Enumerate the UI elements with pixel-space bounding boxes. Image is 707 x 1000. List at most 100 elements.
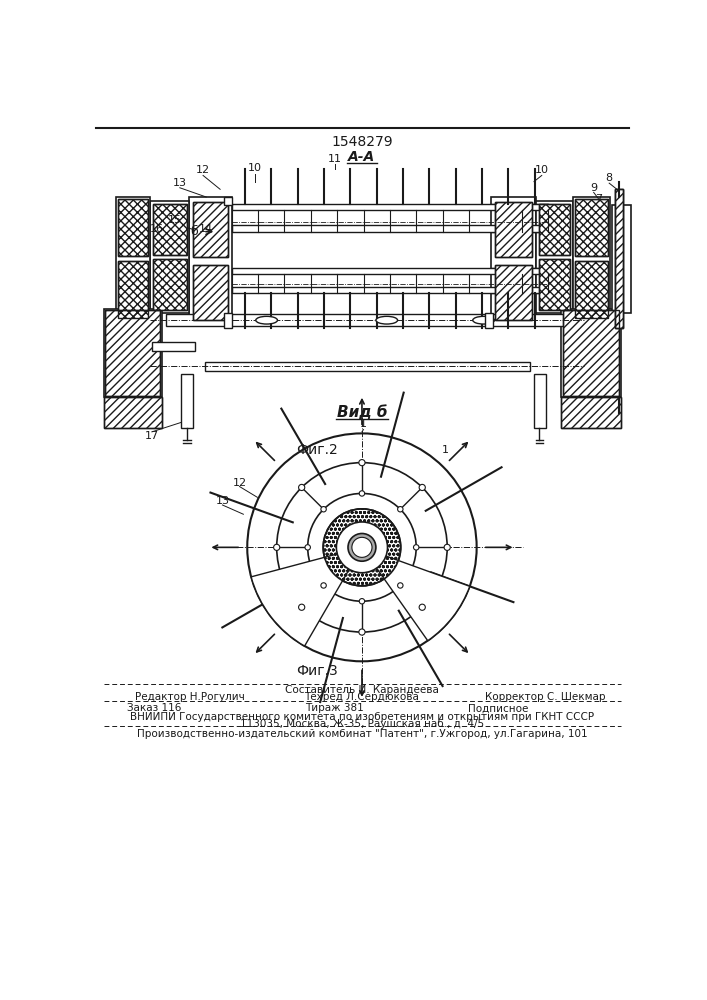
Text: 13: 13	[173, 178, 187, 188]
Bar	[224, 197, 232, 205]
Bar	[615, 189, 623, 328]
Bar	[575, 199, 607, 256]
Circle shape	[337, 522, 387, 573]
Bar	[485, 312, 493, 328]
Circle shape	[321, 507, 327, 512]
Bar	[104, 397, 162, 428]
Text: 10: 10	[534, 165, 549, 175]
Bar	[193, 202, 228, 257]
Circle shape	[274, 544, 280, 550]
Bar	[115, 197, 151, 320]
Text: 1548279: 1548279	[331, 135, 393, 149]
Bar	[105, 310, 160, 396]
Bar	[153, 259, 187, 310]
Bar	[152, 342, 194, 351]
Bar	[539, 204, 571, 255]
Text: 15: 15	[168, 215, 182, 225]
Ellipse shape	[473, 316, 494, 324]
Circle shape	[321, 583, 327, 588]
Bar	[153, 259, 187, 310]
Bar	[561, 397, 621, 428]
Bar	[575, 261, 607, 318]
Bar	[573, 197, 610, 320]
Text: Фиг.3: Фиг.3	[296, 664, 338, 678]
Text: Фиг.2: Фиг.2	[296, 443, 338, 457]
Bar	[561, 309, 621, 397]
Text: Производственно-издательский комбинат "Патент", г.Ужгород, ул.Гагарина, 101: Производственно-издательский комбинат "П…	[136, 729, 588, 739]
Circle shape	[305, 545, 310, 550]
Text: 11: 11	[328, 153, 341, 163]
Bar	[104, 397, 162, 428]
Bar	[224, 312, 232, 328]
Bar	[151, 201, 189, 312]
Circle shape	[352, 537, 372, 557]
Text: Вид б: Вид б	[337, 405, 387, 420]
Bar	[534, 374, 546, 428]
Bar	[153, 204, 187, 255]
Circle shape	[419, 604, 426, 610]
Circle shape	[444, 544, 450, 550]
Text: Техред Л.Сердюкова: Техред Л.Сердюкова	[305, 692, 419, 702]
Wedge shape	[251, 547, 362, 646]
Circle shape	[298, 604, 305, 610]
Text: ВНИИПИ Государственного комитета по изобретениям и открытиям при ГКНТ СССР: ВНИИПИ Государственного комитета по изоб…	[130, 712, 594, 722]
Circle shape	[359, 460, 365, 466]
Text: 1: 1	[360, 419, 367, 429]
Text: б: б	[191, 225, 199, 238]
Bar	[537, 201, 573, 312]
Bar	[539, 204, 571, 255]
Text: 13: 13	[216, 496, 230, 506]
Text: 14: 14	[199, 224, 214, 234]
Bar	[105, 310, 160, 396]
Bar	[615, 189, 623, 328]
Text: А-А: А-А	[349, 150, 375, 164]
Bar	[575, 199, 607, 256]
Bar	[193, 265, 228, 320]
Bar	[189, 197, 232, 324]
Text: Тираж 381: Тираж 381	[305, 703, 364, 713]
Text: Заказ 116: Заказ 116	[127, 703, 182, 713]
Ellipse shape	[256, 316, 277, 324]
Bar	[563, 310, 619, 396]
Bar	[491, 197, 537, 324]
Bar	[232, 225, 548, 232]
Bar	[118, 261, 148, 318]
Bar	[495, 265, 532, 320]
Bar	[575, 261, 607, 318]
Circle shape	[419, 484, 426, 491]
Text: 1: 1	[441, 445, 448, 455]
Bar	[204, 362, 530, 371]
Text: Редактор Н.Рогулич: Редактор Н.Рогулич	[135, 692, 245, 702]
Circle shape	[323, 509, 401, 586]
Text: Составитель И. Карандеева: Составитель И. Карандеева	[285, 685, 439, 695]
Bar	[612, 205, 631, 312]
Bar	[232, 287, 548, 293]
Circle shape	[359, 491, 365, 496]
Text: 12: 12	[233, 478, 247, 488]
Bar	[495, 265, 532, 320]
Bar	[563, 310, 619, 396]
Text: 7: 7	[595, 194, 602, 204]
Wedge shape	[362, 547, 469, 641]
Bar	[232, 268, 548, 274]
Bar	[539, 259, 571, 310]
Bar	[539, 259, 571, 310]
Bar	[182, 374, 193, 428]
Circle shape	[397, 507, 403, 512]
Bar	[615, 189, 623, 328]
Bar	[118, 199, 148, 256]
Bar	[232, 204, 548, 210]
Bar	[193, 202, 228, 257]
Text: 8: 8	[606, 173, 613, 183]
Text: 10: 10	[248, 163, 262, 173]
Text: 113035, Москва, Ж-35, Раушская наб., д. 4/5: 113035, Москва, Ж-35, Раушская наб., д. …	[240, 719, 484, 729]
Text: Корректор С. Шекмар: Корректор С. Шекмар	[486, 692, 606, 702]
Bar	[153, 204, 187, 255]
Bar	[166, 314, 569, 326]
Circle shape	[414, 545, 419, 550]
Bar	[193, 265, 228, 320]
Text: 17: 17	[145, 431, 159, 441]
Text: Подписное: Подписное	[468, 703, 529, 713]
Circle shape	[348, 533, 376, 561]
Bar	[561, 397, 621, 428]
